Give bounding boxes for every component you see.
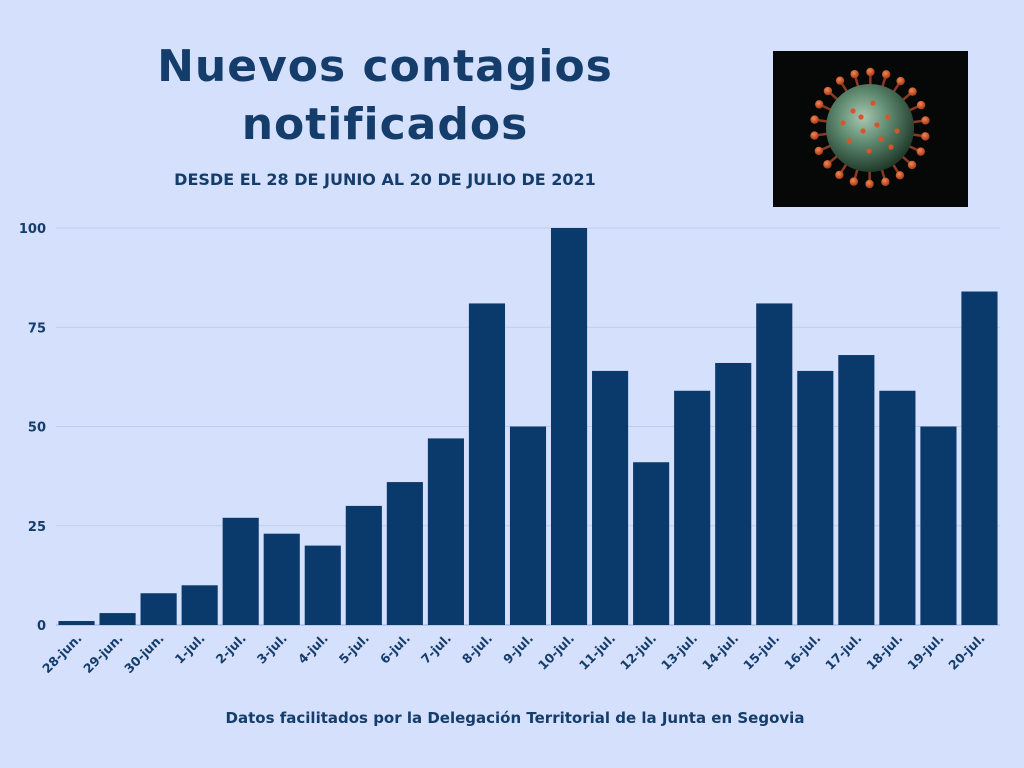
source-note: Datos facilitados por la Delegación Terr… (225, 709, 805, 727)
bar (797, 370, 834, 625)
bar (592, 370, 629, 625)
bar (345, 505, 382, 625)
x-tick-label: 18-jul. (863, 631, 905, 673)
bar (181, 585, 218, 625)
bar (468, 303, 506, 625)
x-tick-label: 19-jul. (904, 631, 946, 673)
bar (674, 390, 711, 625)
x-tick-label: 20-jul. (945, 631, 987, 673)
y-tick-label: 25 (28, 520, 46, 535)
x-tick-label: 11-jul. (576, 631, 618, 673)
bar (715, 362, 752, 625)
x-tick-label: 3-jul. (254, 631, 290, 667)
x-tick-label: 28-jun. (39, 631, 85, 677)
x-tick-label: 13-jul. (658, 631, 700, 673)
bar (140, 593, 177, 625)
y-tick-label: 50 (28, 421, 46, 436)
bar (838, 355, 875, 625)
surface-dots (840, 100, 900, 154)
x-tick-label: 9-jul. (500, 631, 536, 667)
x-tick-label: 16-jul. (781, 631, 823, 673)
bar (386, 482, 423, 625)
x-tick-label: 8-jul. (459, 631, 495, 667)
chart-title: Nuevos contagios notificados (100, 38, 670, 154)
bar (879, 390, 916, 625)
y-tick-label: 0 (37, 619, 46, 634)
x-tick-label: 6-jul. (377, 631, 413, 667)
bar (427, 438, 464, 625)
bar (550, 228, 588, 625)
bar (756, 303, 793, 625)
bar (509, 426, 547, 625)
bar (58, 621, 95, 625)
virus-image (773, 51, 968, 207)
x-tick-label: 1-jul. (172, 631, 208, 667)
bar (222, 517, 259, 625)
x-tick-label: 29-jun. (80, 631, 126, 677)
bar (99, 613, 136, 625)
virus-body (826, 84, 914, 172)
x-tick-label: 30-jun. (121, 631, 167, 677)
y-tick-label: 75 (28, 321, 46, 336)
bar (304, 545, 341, 625)
x-tick-label: 12-jul. (617, 631, 659, 673)
x-tick-label: 14-jul. (699, 631, 741, 673)
x-tick-label: 7-jul. (418, 631, 454, 667)
title-line-2: notificados (241, 99, 529, 150)
bar (920, 426, 957, 625)
x-tick-label: 5-jul. (336, 631, 372, 667)
x-tick-label: 15-jul. (740, 631, 782, 673)
x-tick-label: 4-jul. (295, 631, 331, 667)
x-tick-label: 17-jul. (822, 631, 864, 673)
bar (263, 533, 300, 625)
x-tick-label: 2-jul. (213, 631, 249, 667)
chart-subtitle: DESDE EL 28 DE JUNIO AL 20 DE JULIO DE 2… (174, 170, 596, 189)
bar (961, 291, 998, 625)
title-line-1: Nuevos contagios (157, 41, 613, 92)
bar (633, 462, 670, 625)
y-tick-label: 100 (19, 222, 46, 237)
x-tick-label: 10-jul. (535, 631, 577, 673)
coronavirus-illustration (810, 67, 930, 189)
